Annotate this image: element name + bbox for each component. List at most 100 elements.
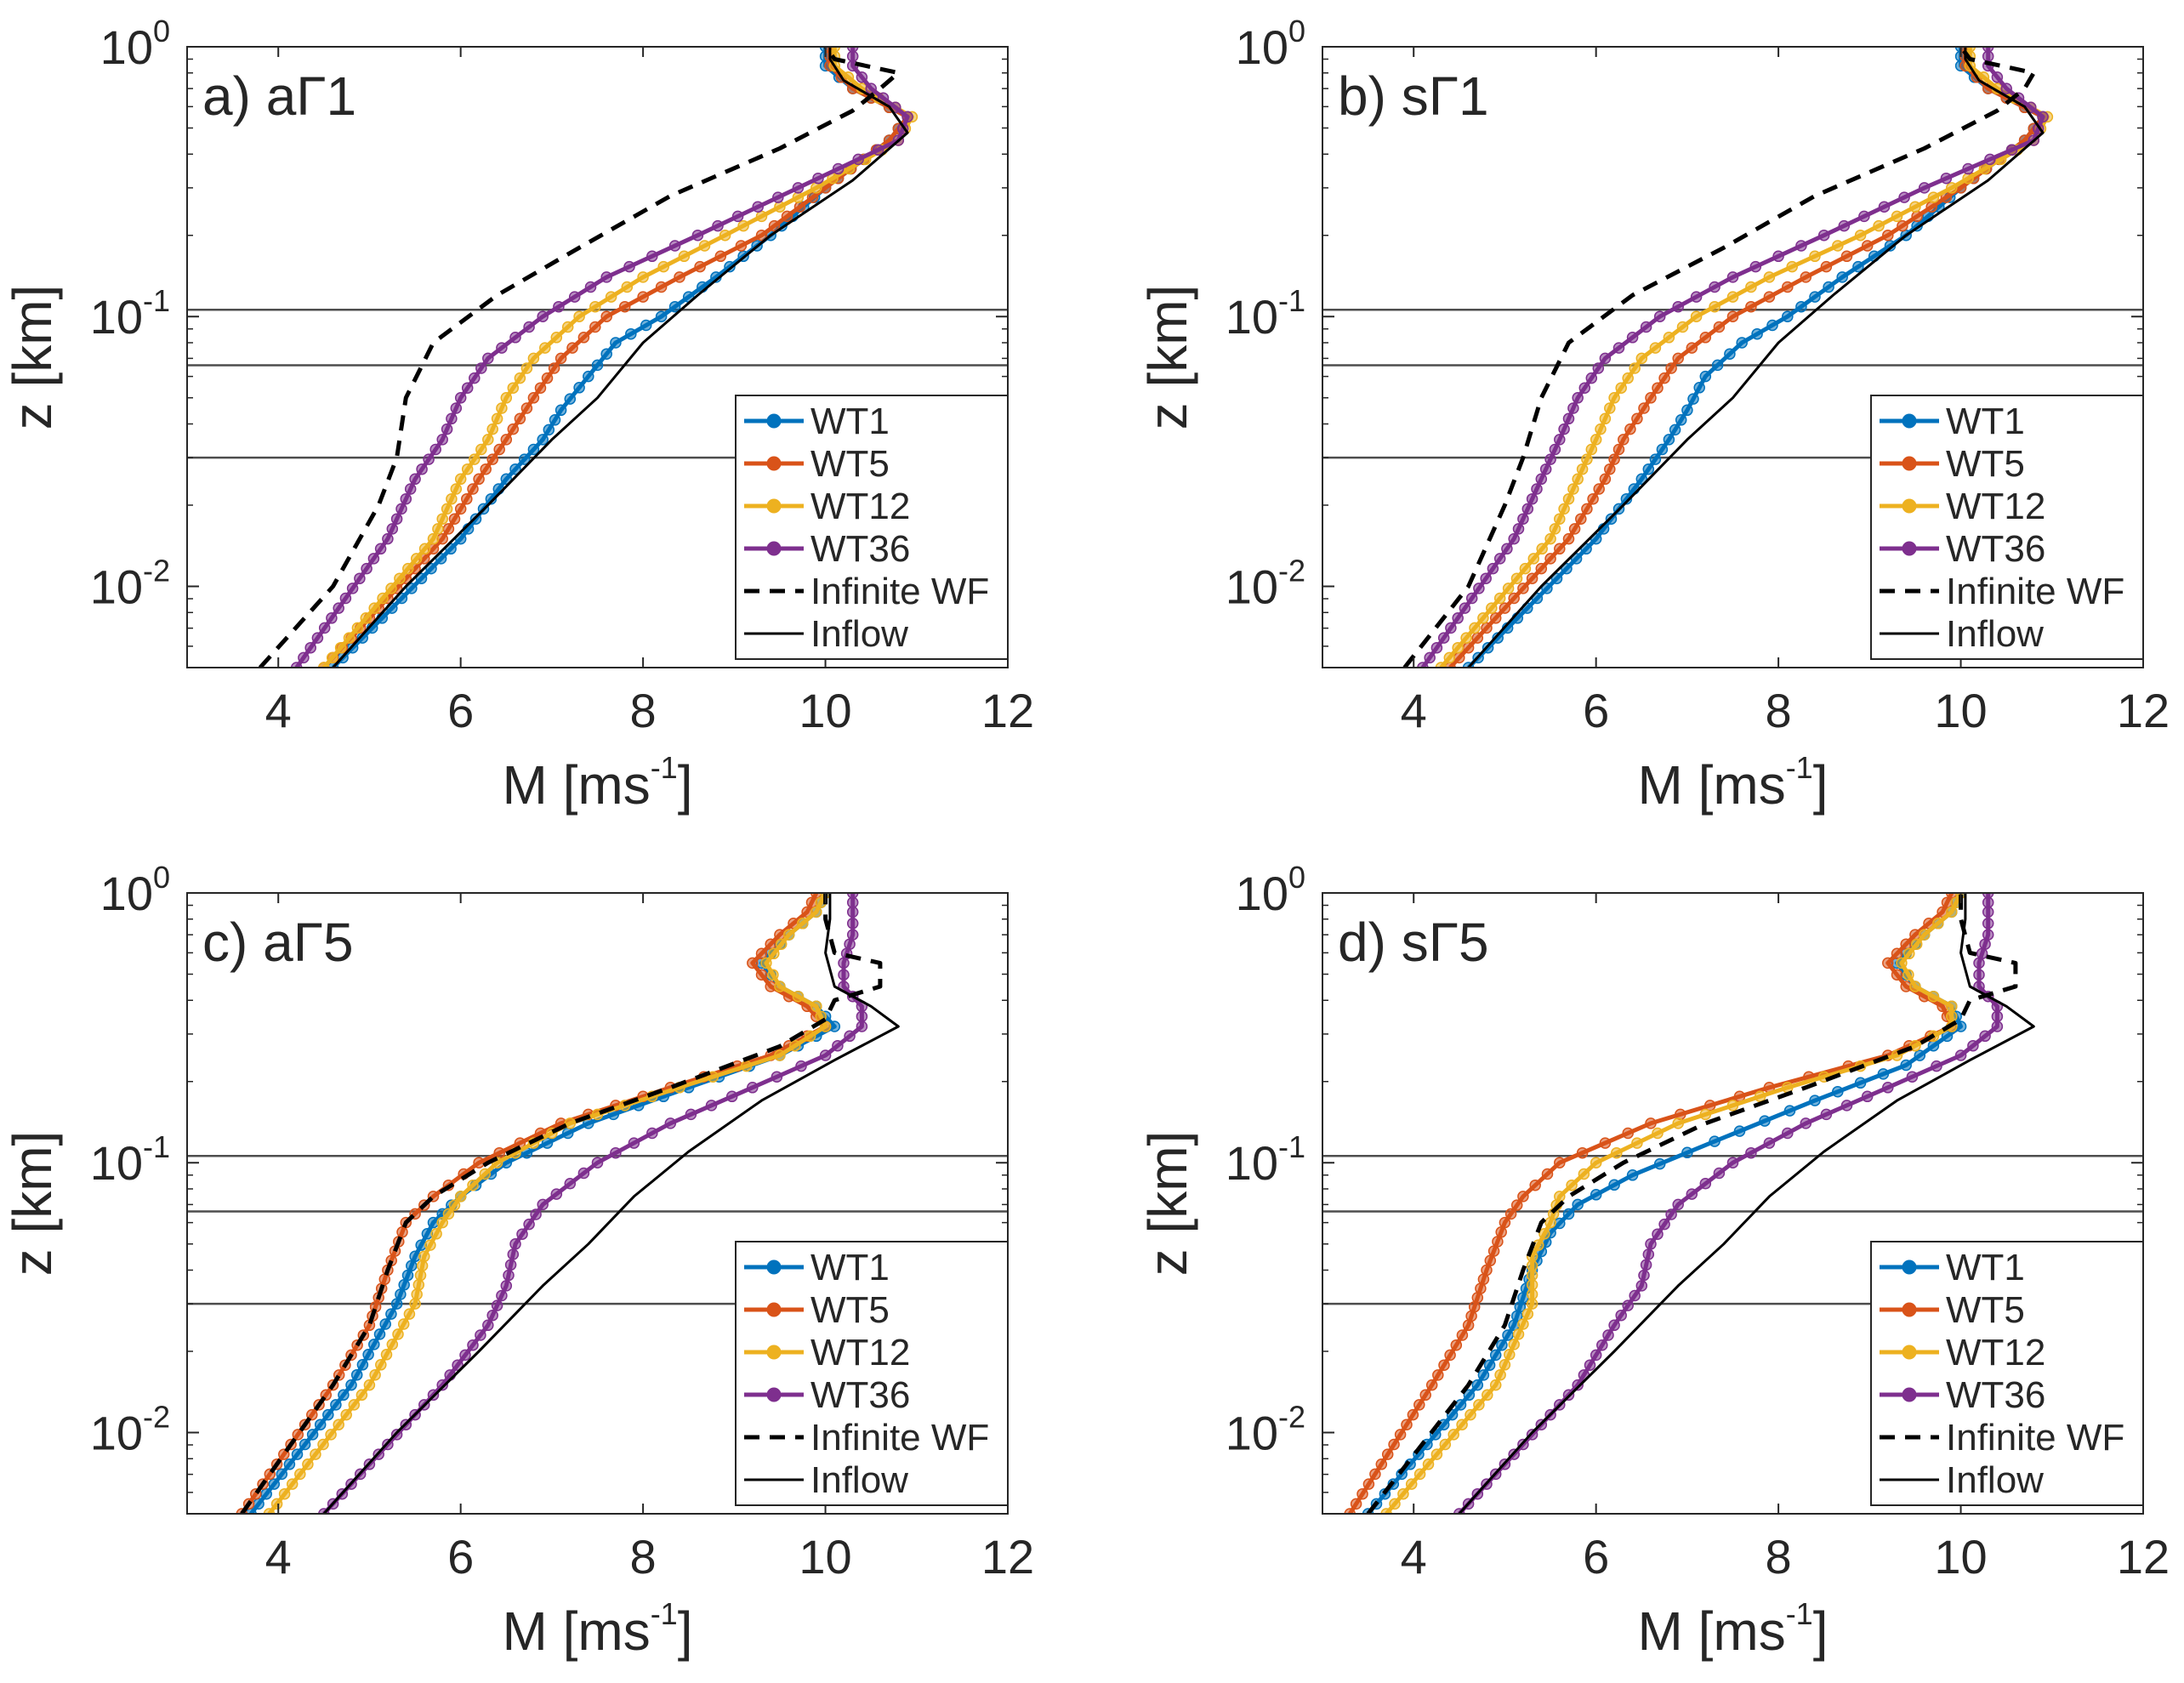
data-point-wt36 bbox=[712, 219, 724, 232]
data-point-wt12 bbox=[1854, 229, 1867, 242]
legend-box bbox=[1870, 395, 2144, 660]
legend-box bbox=[735, 1241, 1009, 1506]
data-point-wt36 bbox=[2000, 82, 2012, 94]
data-point-wt5 bbox=[1432, 1369, 1444, 1381]
data-point-wt12 bbox=[1439, 1438, 1452, 1451]
data-point-wt36 bbox=[846, 918, 859, 930]
data-point-wt1 bbox=[1653, 1157, 1666, 1170]
data-point-wt1 bbox=[724, 260, 736, 273]
x-axis-label: M [ms-1] bbox=[1638, 1596, 1829, 1662]
data-point-wt5 bbox=[1745, 300, 1757, 313]
data-point-wt36 bbox=[1954, 1049, 1967, 1061]
data-point-wt36 bbox=[1629, 1289, 1641, 1302]
data-point-wt5 bbox=[1882, 957, 1894, 969]
data-point-wt36 bbox=[568, 291, 581, 303]
y-tick-label: 100 bbox=[1236, 860, 1305, 920]
data-point-wt5 bbox=[1487, 1245, 1500, 1257]
data-point-wt12 bbox=[394, 572, 406, 584]
data-point-wt1 bbox=[1736, 337, 1748, 349]
data-point-wt12 bbox=[475, 443, 487, 456]
data-point-wt36 bbox=[450, 402, 463, 414]
data-point-wt36 bbox=[553, 300, 565, 313]
y-tick-exponent: 0 bbox=[1288, 860, 1305, 895]
y-tick-base: 10 bbox=[1226, 560, 1278, 613]
data-point-wt5 bbox=[1897, 219, 1908, 232]
data-point-wt12 bbox=[1809, 250, 1821, 263]
data-point-wt1 bbox=[276, 1468, 288, 1481]
data-point-wt36 bbox=[1982, 896, 1994, 908]
data-point-wt1 bbox=[1699, 370, 1712, 383]
data-point-wt36 bbox=[1800, 1117, 1812, 1129]
data-point-wt12 bbox=[564, 1117, 577, 1129]
data-point-wt1 bbox=[330, 1399, 342, 1411]
data-point-wt12 bbox=[1452, 641, 1464, 654]
x-axis-label-exponent: -1 bbox=[651, 750, 678, 785]
data-point-wt12 bbox=[1652, 1127, 1664, 1140]
data-point-wt5 bbox=[714, 250, 727, 263]
data-point-wt5 bbox=[1375, 1458, 1388, 1470]
data-point-wt5 bbox=[1356, 1487, 1368, 1500]
data-point-wt36 bbox=[1749, 260, 1762, 273]
data-point-wt5 bbox=[1645, 1117, 1657, 1129]
data-point-wt36 bbox=[628, 1137, 640, 1149]
data-point-wt36 bbox=[459, 1349, 471, 1362]
data-point-wt36 bbox=[584, 281, 597, 293]
data-point-wt1 bbox=[485, 492, 498, 505]
y-tick-label: 10-1 bbox=[1226, 1129, 1305, 1190]
data-point-wt5 bbox=[637, 291, 649, 303]
data-point-wt36 bbox=[1585, 372, 1598, 384]
data-point-wt36 bbox=[1982, 50, 1994, 62]
x-axis-label-main: M [ms bbox=[1638, 754, 1786, 816]
data-point-wt12 bbox=[1896, 957, 1908, 969]
data-point-wt12 bbox=[514, 372, 526, 384]
data-point-wt1 bbox=[1877, 1068, 1890, 1080]
x-tick-label: 6 bbox=[1583, 1530, 1609, 1583]
data-point-wt5 bbox=[1925, 201, 1937, 213]
data-point-wt1 bbox=[640, 319, 652, 332]
data-point-wt36 bbox=[691, 229, 704, 242]
data-point-wt36 bbox=[1782, 1127, 1794, 1140]
legend-swatch-marker bbox=[766, 498, 782, 514]
data-point-wt12 bbox=[792, 990, 805, 1003]
data-point-wt12 bbox=[386, 1339, 399, 1350]
y-tick-exponent: -1 bbox=[143, 1129, 170, 1164]
data-point-wt12 bbox=[1578, 1168, 1590, 1180]
data-point-wt36 bbox=[436, 1379, 448, 1391]
data-point-wt12 bbox=[446, 492, 458, 505]
data-point-wt36 bbox=[1973, 957, 1985, 969]
data-point-wt36 bbox=[550, 1188, 563, 1200]
data-point-wt36 bbox=[386, 523, 399, 535]
y-axis-label: z [km] bbox=[2, 1131, 63, 1276]
legend-label: WT36 bbox=[1946, 528, 2045, 570]
legend-label: Infinite WF bbox=[810, 1417, 989, 1458]
data-point-wt12 bbox=[719, 229, 731, 242]
data-point-wt36 bbox=[1517, 513, 1529, 525]
data-point-wt36 bbox=[311, 632, 324, 644]
data-point-wt12 bbox=[1536, 543, 1548, 555]
data-point-wt5 bbox=[473, 1157, 485, 1168]
data-point-wt12 bbox=[1622, 372, 1634, 384]
data-point-wt36 bbox=[1772, 250, 1784, 263]
x-tick-label: 8 bbox=[630, 684, 657, 737]
data-point-wt12 bbox=[1909, 201, 1921, 213]
data-point-wt5 bbox=[1820, 260, 1833, 273]
data-point-wt1 bbox=[1693, 382, 1705, 394]
data-point-wt12 bbox=[1581, 453, 1593, 465]
x-axis-label-exponent: -1 bbox=[651, 1596, 678, 1631]
data-point-wt36 bbox=[1554, 434, 1566, 446]
data-point-wt5 bbox=[1438, 1359, 1450, 1371]
data-point-wt36 bbox=[1640, 1259, 1652, 1271]
panel-title: c) aΓ5 bbox=[202, 912, 354, 973]
data-point-wt36 bbox=[1521, 503, 1534, 515]
data-point-wt12 bbox=[430, 1228, 442, 1240]
data-point-wt12 bbox=[491, 412, 503, 425]
data-point-wt36 bbox=[792, 182, 805, 194]
data-point-wt36 bbox=[1445, 622, 1457, 634]
data-point-wt36 bbox=[1508, 532, 1520, 545]
data-point-wt36 bbox=[1480, 572, 1492, 584]
data-point-wt5 bbox=[1517, 583, 1529, 594]
data-point-wt1 bbox=[1759, 1115, 1771, 1127]
data-point-wt1 bbox=[1642, 463, 1655, 475]
